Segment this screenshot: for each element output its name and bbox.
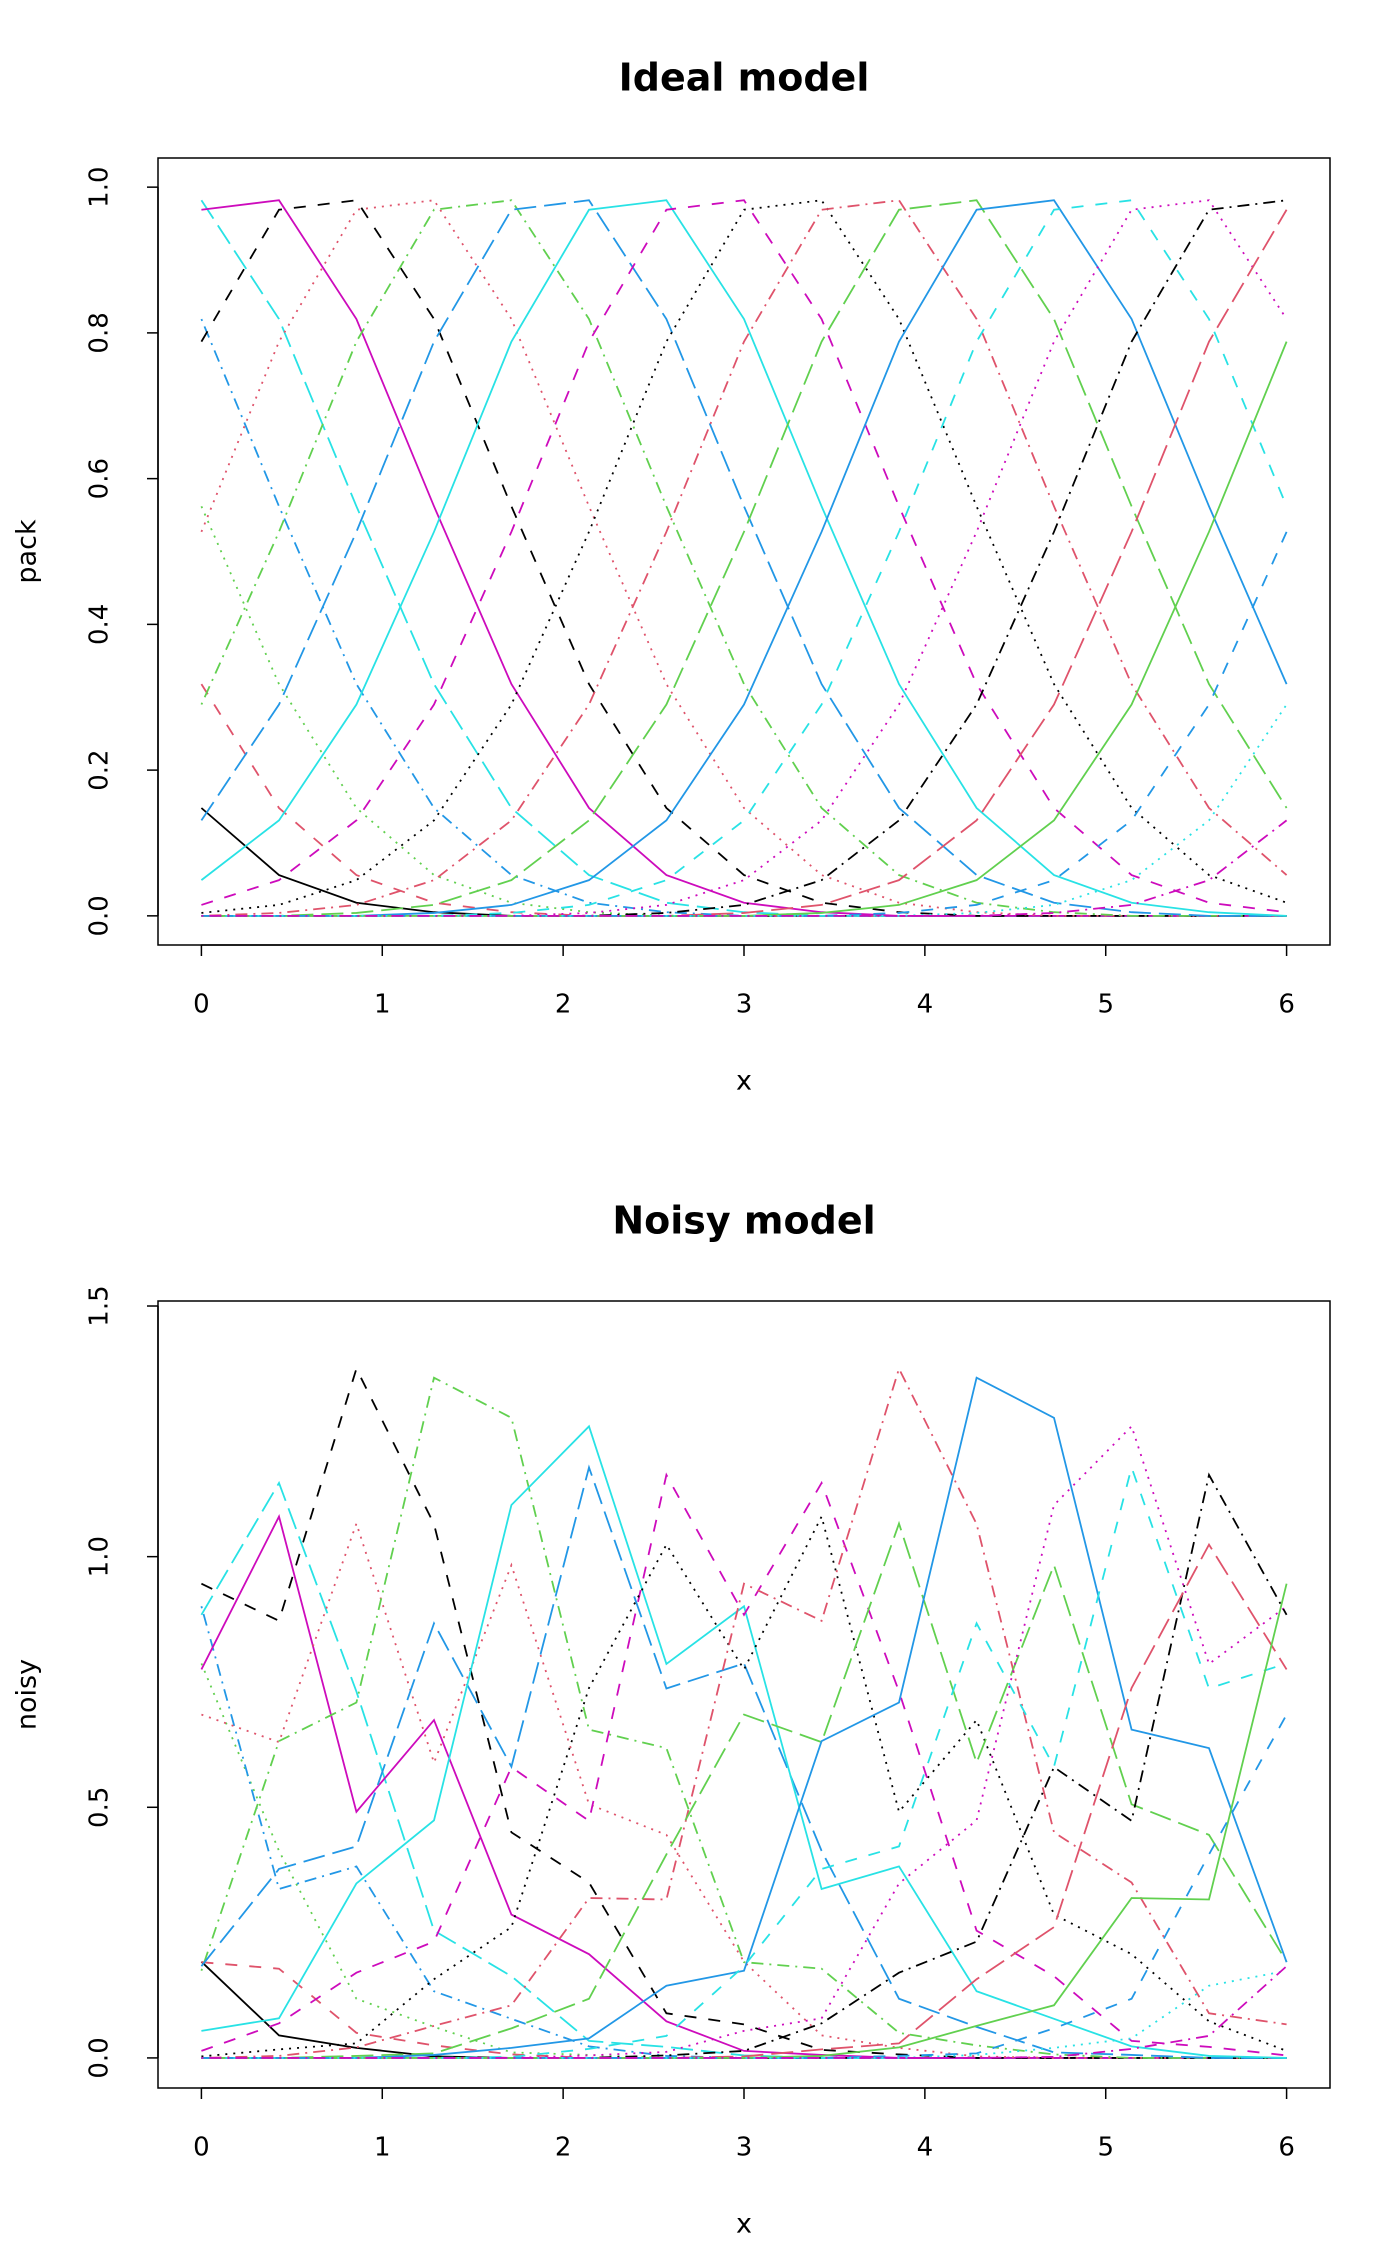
series-line bbox=[201, 199, 1288, 917]
series-line bbox=[200, 683, 1287, 917]
x-tick-label: 2 bbox=[555, 990, 572, 1020]
x-tick-label: 1 bbox=[374, 2133, 391, 2163]
series-line bbox=[200, 1376, 1287, 2059]
series-line bbox=[201, 819, 1288, 917]
x-tick-label: 3 bbox=[736, 990, 753, 1020]
series-line bbox=[201, 1520, 1288, 2059]
series-line bbox=[201, 1424, 1287, 2059]
y-tick-label: 1.0 bbox=[85, 1536, 115, 1577]
series-line bbox=[201, 531, 1288, 917]
series-line bbox=[201, 199, 1288, 917]
x-axis-label: x bbox=[736, 2209, 752, 2240]
y-tick-label: 0.4 bbox=[85, 604, 115, 645]
x-tick-label: 4 bbox=[917, 990, 934, 1020]
x-tick-label: 6 bbox=[1278, 2133, 1295, 2163]
series-line bbox=[201, 1714, 1288, 2059]
series-line bbox=[201, 1583, 1288, 2059]
series-line bbox=[200, 1464, 1287, 2059]
series-line bbox=[201, 199, 1288, 917]
chart-title: Noisy model bbox=[612, 1199, 875, 1243]
x-tick-label: 5 bbox=[1097, 2133, 1114, 2163]
series-line bbox=[200, 1663, 1287, 2059]
y-tick-label: 0.0 bbox=[85, 2037, 115, 2078]
x-tick-label: 0 bbox=[193, 990, 210, 1020]
series-line bbox=[200, 199, 1287, 917]
series-line bbox=[200, 1514, 1287, 2059]
series-line bbox=[200, 505, 1287, 917]
series-line bbox=[200, 1606, 1287, 2059]
x-tick-label: 4 bbox=[917, 2133, 934, 2163]
series-line bbox=[200, 199, 1287, 917]
y-tick-label: 1.5 bbox=[85, 1285, 115, 1326]
series-line bbox=[201, 341, 1288, 917]
series-line bbox=[201, 1472, 1288, 2059]
series-line bbox=[200, 199, 1287, 917]
x-tick-label: 1 bbox=[374, 990, 391, 1020]
x-tick-label: 0 bbox=[193, 2133, 210, 2163]
x-tick-label: 5 bbox=[1097, 990, 1114, 1020]
y-axis-label: pack bbox=[12, 519, 43, 584]
series-line bbox=[201, 1969, 1287, 2059]
series-line bbox=[200, 199, 1287, 917]
y-tick-label: 0.8 bbox=[85, 312, 115, 353]
x-tick-label: 3 bbox=[736, 2133, 753, 2163]
series-line bbox=[201, 1366, 1287, 2059]
y-tick-label: 0.5 bbox=[85, 1787, 115, 1828]
series-line bbox=[201, 199, 1287, 914]
plot-frame bbox=[157, 1300, 1331, 2089]
series-line bbox=[201, 1376, 1288, 2059]
series-line bbox=[201, 1472, 1287, 2057]
x-axis-label: x bbox=[736, 1066, 752, 1097]
series-line bbox=[201, 199, 1288, 917]
y-axis-label: noisy bbox=[12, 1659, 43, 1730]
series-line bbox=[200, 1480, 1287, 2059]
y-tick-label: 0.6 bbox=[85, 458, 115, 499]
y-tick-label: 0.2 bbox=[85, 749, 115, 790]
series-line bbox=[201, 1520, 1287, 2059]
series-line bbox=[201, 1514, 1287, 2058]
series-line bbox=[200, 199, 1287, 917]
series-line bbox=[201, 1424, 1288, 2059]
series-line bbox=[201, 199, 1287, 914]
series-line bbox=[201, 199, 1288, 917]
series-line bbox=[201, 199, 1287, 917]
x-tick-label: 6 bbox=[1278, 990, 1295, 1020]
y-tick-label: 1.0 bbox=[85, 166, 115, 207]
chart-title: Ideal model bbox=[619, 56, 870, 100]
y-tick-label: 0.0 bbox=[85, 895, 115, 936]
x-tick-label: 2 bbox=[555, 2133, 572, 2163]
plot-frame bbox=[157, 157, 1331, 946]
